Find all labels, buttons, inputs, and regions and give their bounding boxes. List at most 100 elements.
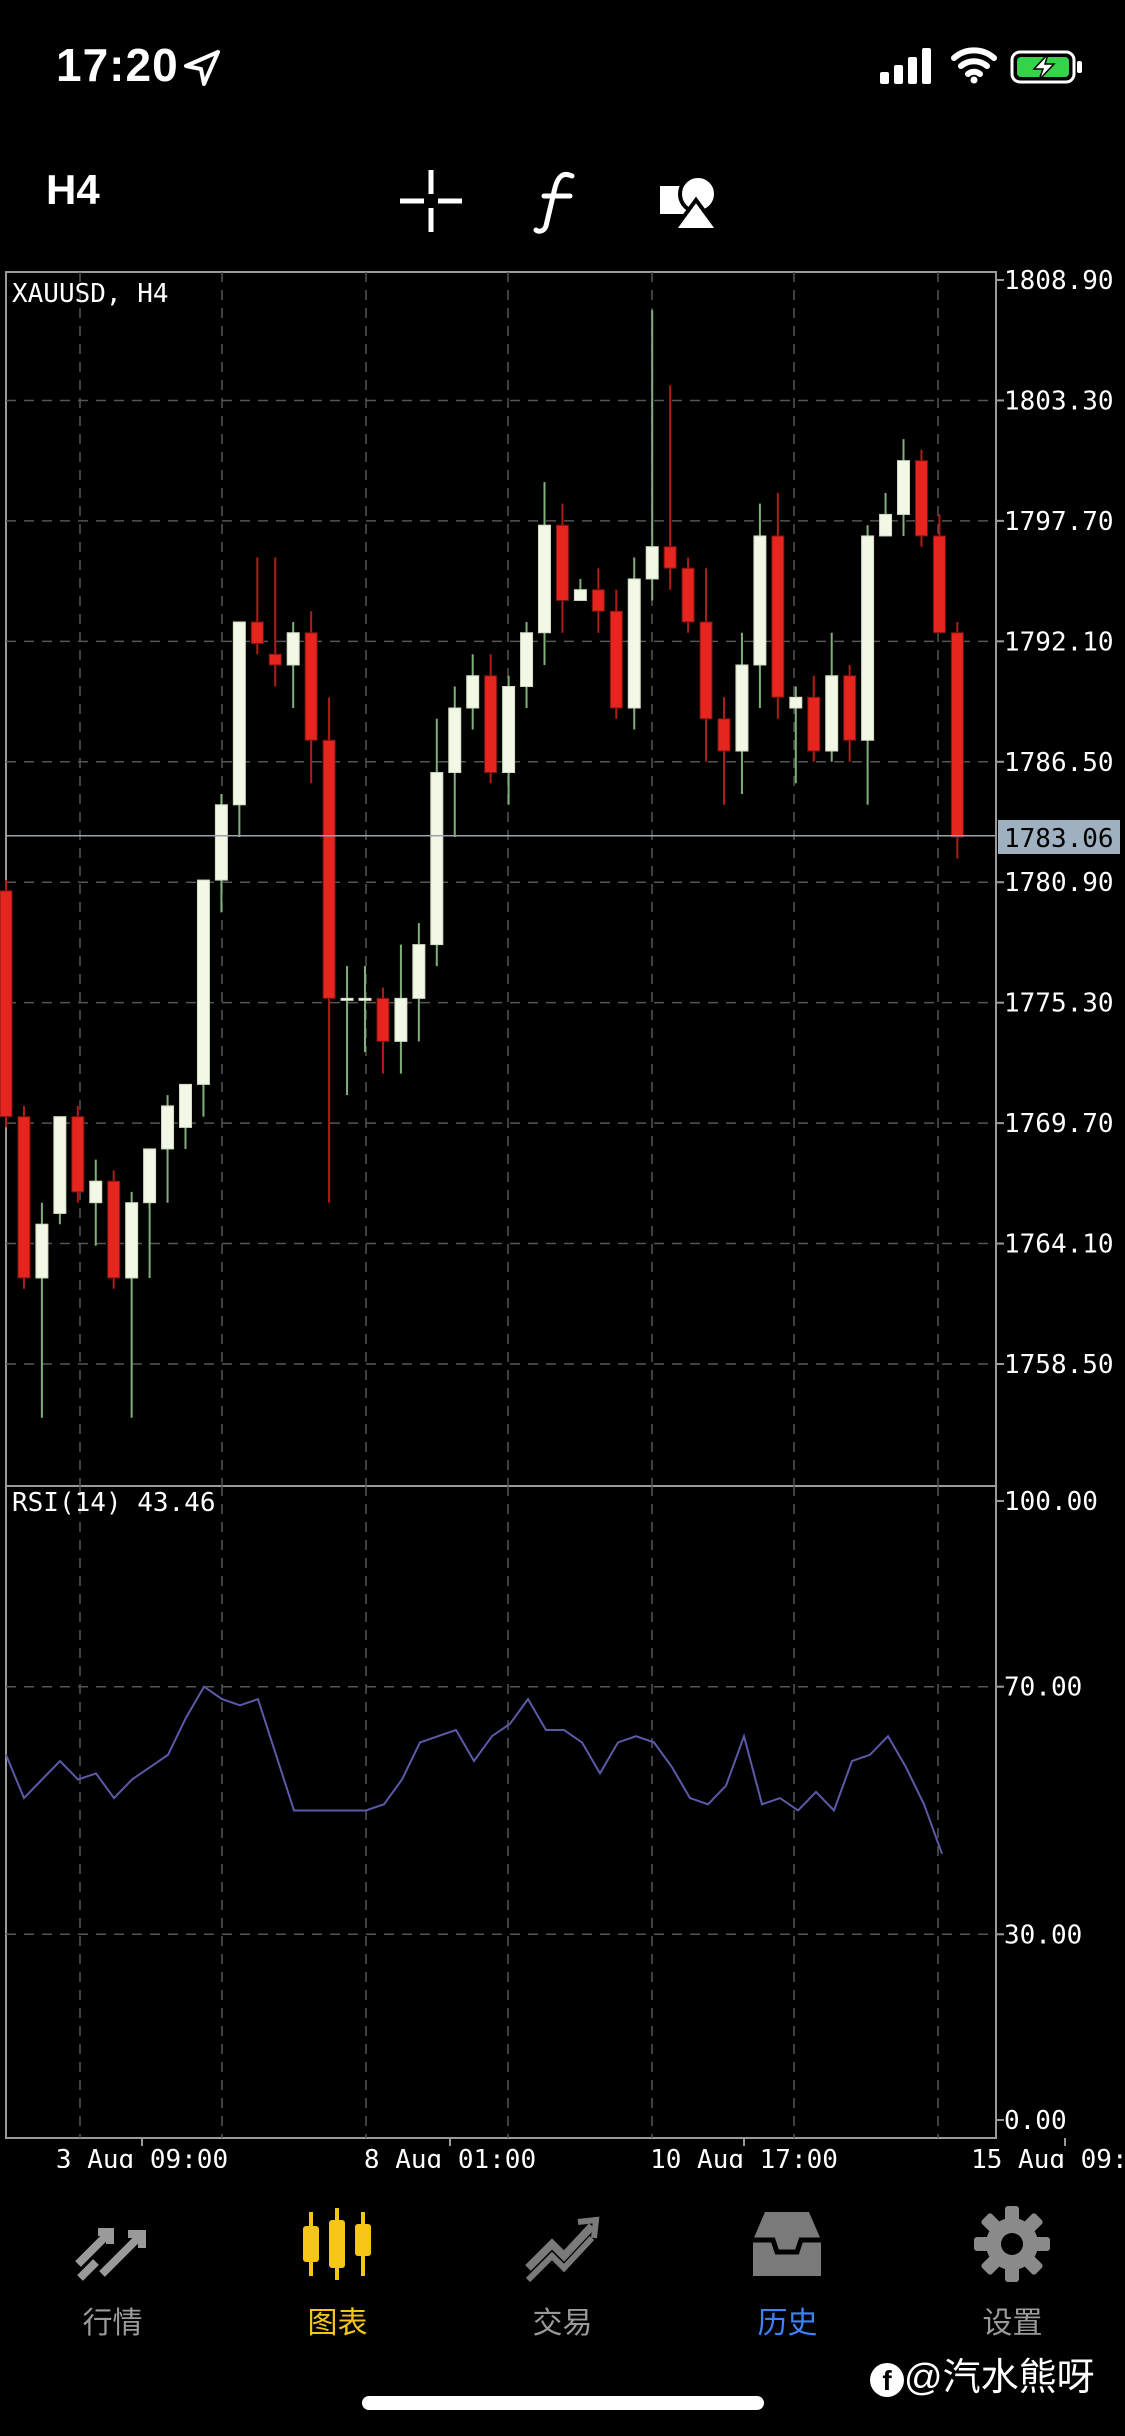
candle-body [950,632,964,838]
candle-body [125,1202,139,1279]
candle-body [538,524,551,634]
candle-body [573,589,587,601]
candle-body [412,944,426,999]
candle-body [609,610,623,709]
candle-body [143,1148,157,1204]
location-icon [184,50,220,86]
candle-body [843,675,857,741]
chart-svg[interactable]: 1808.90 1803.30 1797.70 1792.10 1786.50 1780.… [0,266,1125,2175]
indicators-function-icon[interactable] [532,168,582,234]
price-tick-label: 1769.70 [1004,1109,1114,1139]
home-indicator [362,2396,764,2410]
objects-shapes-icon[interactable] [656,168,722,234]
candle-body [196,879,210,1085]
rsi-line [5,1685,943,1855]
inbox-icon [753,2212,821,2276]
candle-body [394,997,408,1042]
rsi-label: RSI(14) 43.46 [12,1488,216,1518]
candle-body [932,535,946,634]
nav-quotes[interactable]: 行情 [0,2182,225,2342]
symbol-label: XAUUSD, H4 [12,279,169,309]
rsi-tick-label: 100.00 [1004,1487,1098,1517]
cellular-signal-icon [880,48,931,84]
candle-body [448,707,462,774]
watermark: f @汽水熊呀 [870,2346,1095,2401]
time-tick-label: 10 Aug 17:00 [650,2145,838,2168]
wifi-icon [951,47,997,84]
candle-body [161,1105,175,1150]
candle-body [663,546,677,569]
rsi-tick-label: 70.00 [1004,1673,1082,1703]
time-tick-label: 3 Aug 09:00 [56,2145,228,2168]
rsi-tick-label: 0.00 [1004,2106,1067,2136]
price-tick-label: 1797.70 [1004,507,1114,537]
candle-body [107,1180,121,1279]
candle-body [879,513,893,537]
nav-trade[interactable]: 交易 [450,2182,675,2342]
candle-body [35,1223,49,1279]
candles-icon [303,2208,371,2280]
candle-body [89,1180,103,1204]
nav-settings[interactable]: 设置 [900,2182,1125,2342]
candle-body [17,1116,31,1279]
gear-icon [974,2206,1050,2282]
price-tick-label: 1758.50 [1004,1350,1114,1380]
nav-label: 设置 [982,2307,1043,2340]
bottom-navigation: 行情 图表 交易 历史 [0,2182,1125,2342]
current-price-label: 1783.06 [1004,824,1114,854]
candle-body [430,772,444,946]
candle-body [789,696,803,709]
status-time: 17:20 [56,39,179,91]
price-tick-label: 1775.30 [1004,989,1114,1019]
arrows-icon [75,2228,146,2281]
rsi-tick-label: 30.00 [1004,1920,1082,1950]
candle-body [771,535,785,698]
candle-body [520,632,534,688]
nav-history[interactable]: 历史 [675,2182,900,2342]
candle-body [825,675,839,752]
price-tick-label: 1780.90 [1004,868,1114,898]
candle-body [645,546,659,580]
facebook-icon: f [870,2362,904,2397]
nav-label: 历史 [757,2307,818,2340]
candle-body [358,997,372,1001]
candle-body [250,621,264,644]
candle-body [555,524,569,601]
candle-body [466,675,480,709]
candle-body [376,997,390,1042]
price-tick-label: 1808.90 [1004,268,1114,296]
candle-body [502,686,516,774]
candle-body [735,664,749,752]
candle-body [286,632,300,666]
candle-body [914,460,928,537]
candle-body [484,675,498,774]
crosshair-icon[interactable] [398,168,464,234]
candle-body [322,739,336,999]
price-tick-label: 1764.10 [1004,1230,1114,1260]
candle-body [699,621,713,720]
candle-body [71,1116,85,1193]
timeframe-button[interactable]: H4 [46,166,100,213]
price-tick-label: 1792.10 [1004,627,1114,657]
nav-label: 图表 [307,2307,368,2340]
candle-body [753,535,767,666]
candle-body [53,1116,67,1214]
time-tick-label: 8 Aug 01:00 [364,2145,536,2168]
candle-body [0,890,13,1118]
candle-body [591,589,605,612]
current-price-box [998,820,1120,854]
trend-icon [525,2216,600,2283]
chart-area[interactable]: 1808.90 1803.30 1797.70 1792.10 1786.50 1780.… [0,266,1125,2175]
candle-body [861,535,875,741]
battery-charging-icon [1010,50,1082,84]
price-tick-label: 1786.50 [1004,748,1114,778]
nav-chart[interactable]: 图表 [225,2182,450,2342]
nav-label: 行情 [82,2307,143,2340]
nav-label: 交易 [532,2307,593,2340]
candle-body [214,804,228,881]
price-tick-label: 1803.30 [1004,386,1114,416]
status-bar: 17:20 [0,0,1125,140]
candle-body [179,1083,192,1128]
candle-body [897,460,910,515]
candle-body [717,718,731,752]
